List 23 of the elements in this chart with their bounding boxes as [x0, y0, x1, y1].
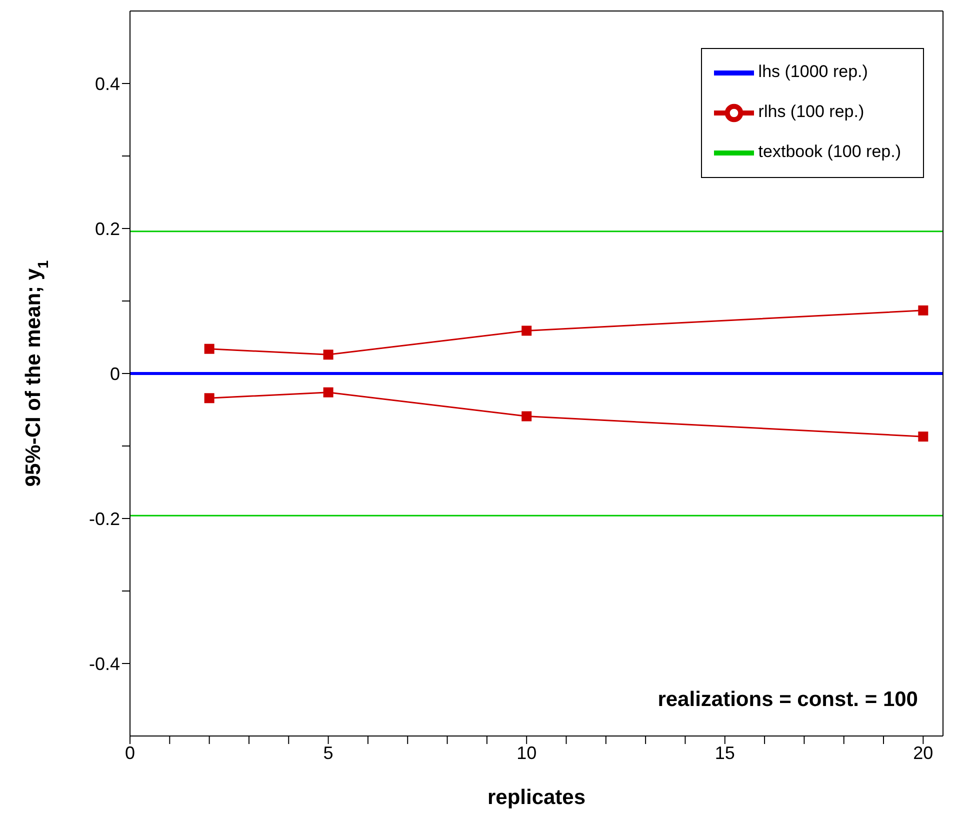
- point: [323, 350, 334, 360]
- x-tick-label: 15: [714, 742, 735, 763]
- point: [204, 393, 214, 404]
- x-axis-title: replicates: [487, 786, 586, 809]
- x-tick-label: 5: [323, 742, 334, 763]
- point: [204, 344, 214, 354]
- point: [522, 326, 532, 336]
- point: [522, 411, 532, 422]
- point: [918, 305, 928, 316]
- point: [323, 387, 334, 398]
- point: [918, 432, 928, 442]
- x-tick-label: 10: [516, 742, 537, 763]
- y-tick-label: 0.2: [94, 218, 120, 239]
- annotation: realizations = const. = 100: [658, 688, 918, 712]
- y-tick-label: -0.2: [88, 508, 120, 529]
- y-tick-label: 0.4: [94, 74, 120, 94]
- x-tick-label: 20: [913, 742, 934, 763]
- legend-label: rlhs (100 rep.): [758, 102, 864, 122]
- legend-label: textbook (100 rep.): [758, 142, 901, 162]
- y-tick-label: -0.4: [88, 654, 120, 674]
- y-tick-label: 0: [110, 364, 120, 384]
- legend-label: lhs (1000 rep.): [758, 62, 868, 82]
- x-tick-label: 0: [124, 742, 136, 763]
